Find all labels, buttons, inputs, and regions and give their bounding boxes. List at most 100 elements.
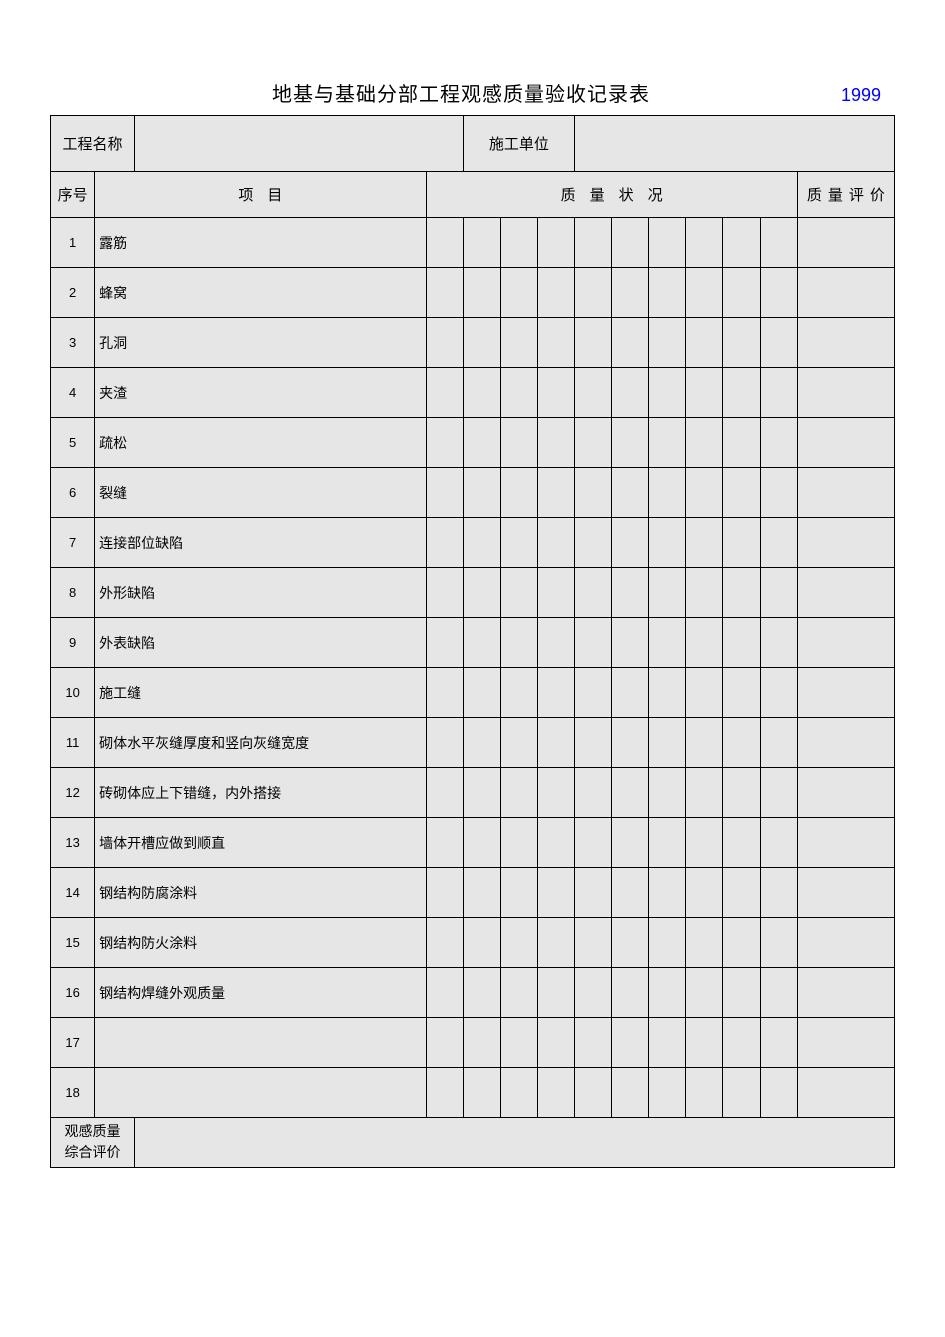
quality-cell <box>686 518 723 568</box>
quality-cell <box>612 568 649 618</box>
col-seq: 序号 <box>51 172 95 218</box>
quality-cell <box>723 918 760 968</box>
eval-cell <box>797 668 894 718</box>
quality-cell <box>649 618 686 668</box>
quality-cell <box>463 268 500 318</box>
quality-cell <box>426 668 463 718</box>
quality-cell <box>649 268 686 318</box>
eval-cell <box>797 318 894 368</box>
quality-cell <box>760 968 797 1018</box>
eval-cell <box>797 218 894 268</box>
quality-cell <box>760 218 797 268</box>
quality-cell <box>723 968 760 1018</box>
quality-cell <box>463 768 500 818</box>
quality-cell <box>500 968 537 1018</box>
row-seq: 15 <box>51 918 95 968</box>
quality-cell <box>649 1018 686 1068</box>
quality-cell <box>463 568 500 618</box>
eval-cell <box>797 768 894 818</box>
row-item: 蜂窝 <box>95 268 426 318</box>
quality-cell <box>760 418 797 468</box>
quality-cell <box>686 868 723 918</box>
quality-cell <box>760 618 797 668</box>
table-row: 7连接部位缺陷 <box>51 518 895 568</box>
table-row: 13墙体开槽应做到顺直 <box>51 818 895 868</box>
quality-cell <box>575 368 612 418</box>
quality-cell <box>612 968 649 1018</box>
quality-cell <box>649 218 686 268</box>
quality-cell <box>760 1018 797 1068</box>
quality-cell <box>760 518 797 568</box>
eval-cell <box>797 468 894 518</box>
row-item: 裂缝 <box>95 468 426 518</box>
page: 地基与基础分部工程观感质量验收记录表 1999 工程名称 施工单位 序号 项目 … <box>0 0 945 1168</box>
quality-cell <box>463 518 500 568</box>
row-item <box>95 1068 426 1118</box>
quality-cell <box>537 218 574 268</box>
eval-cell <box>797 868 894 918</box>
row-item: 钢结构焊缝外观质量 <box>95 968 426 1018</box>
quality-cell <box>426 918 463 968</box>
construction-unit-label: 施工单位 <box>463 116 574 172</box>
quality-cell <box>612 768 649 818</box>
quality-cell <box>426 568 463 618</box>
quality-cell <box>686 718 723 768</box>
quality-cell <box>537 568 574 618</box>
quality-cell <box>463 1068 500 1118</box>
quality-cell <box>760 818 797 868</box>
table-row: 3孔洞 <box>51 318 895 368</box>
quality-cell <box>575 1018 612 1068</box>
quality-cell <box>463 618 500 668</box>
title-row: 地基与基础分部工程观感质量验收记录表 1999 <box>50 78 895 107</box>
quality-cell <box>686 368 723 418</box>
eval-cell <box>797 968 894 1018</box>
quality-cell <box>426 1018 463 1068</box>
project-name-value <box>134 116 463 172</box>
quality-cell <box>537 968 574 1018</box>
quality-cell <box>723 318 760 368</box>
overall-eval-value <box>134 1118 894 1168</box>
quality-cell <box>723 818 760 868</box>
row-seq: 5 <box>51 418 95 468</box>
quality-cell <box>612 518 649 568</box>
quality-cell <box>575 868 612 918</box>
row-item: 疏松 <box>95 418 426 468</box>
quality-cell <box>612 318 649 368</box>
quality-cell <box>463 418 500 468</box>
quality-cell <box>686 468 723 518</box>
quality-cell <box>500 818 537 868</box>
quality-cell <box>500 668 537 718</box>
quality-cell <box>500 518 537 568</box>
table-row: 17 <box>51 1018 895 1068</box>
quality-cell <box>537 768 574 818</box>
quality-cell <box>463 868 500 918</box>
footer-row: 观感质量综合评价 <box>51 1118 895 1168</box>
row-item: 钢结构防火涂料 <box>95 918 426 968</box>
quality-cell <box>537 368 574 418</box>
quality-cell <box>723 218 760 268</box>
quality-cell <box>537 818 574 868</box>
quality-cell <box>612 818 649 868</box>
quality-cell <box>612 718 649 768</box>
eval-cell <box>797 818 894 868</box>
row-item: 施工缝 <box>95 668 426 718</box>
quality-cell <box>760 768 797 818</box>
quality-cell <box>463 468 500 518</box>
table-row: 15钢结构防火涂料 <box>51 918 895 968</box>
quality-cell <box>537 518 574 568</box>
eval-cell <box>797 718 894 768</box>
row-seq: 13 <box>51 818 95 868</box>
quality-cell <box>426 518 463 568</box>
quality-cell <box>760 918 797 968</box>
quality-cell <box>760 268 797 318</box>
quality-cell <box>575 1068 612 1118</box>
quality-cell <box>686 318 723 368</box>
eval-cell <box>797 1018 894 1068</box>
quality-cell <box>500 618 537 668</box>
quality-cell <box>649 668 686 718</box>
quality-cell <box>723 268 760 318</box>
quality-cell <box>575 418 612 468</box>
eval-cell <box>797 918 894 968</box>
construction-unit-value <box>575 116 895 172</box>
quality-cell <box>500 1068 537 1118</box>
